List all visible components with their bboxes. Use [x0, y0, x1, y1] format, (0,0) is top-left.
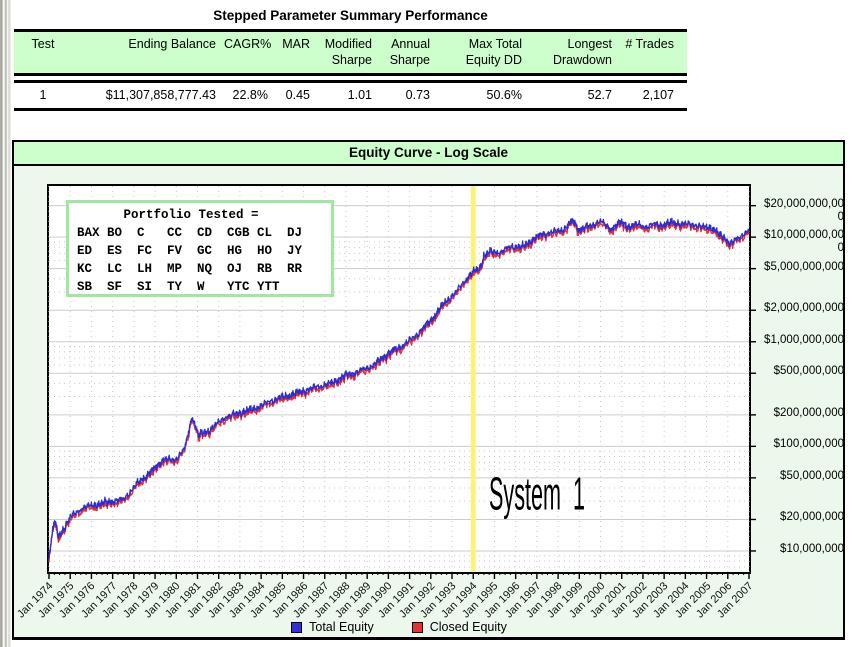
cell-test: 1: [39, 88, 47, 103]
table-border-bottom: [14, 107, 687, 111]
y-axis-tick-label: $20,000,000: [780, 511, 844, 524]
equity-curve-panel: Equity Curve - Log Scale Portfolio Teste…: [12, 140, 845, 640]
portfolio-row: SB SF SI TY W YTC YTT: [77, 280, 288, 294]
equity-curve-svg: [48, 186, 756, 579]
legend-label: Total Equity: [309, 620, 374, 634]
equity-curve-plot: Portfolio Tested = BAX BO C CC CD CGB CL…: [47, 184, 756, 579]
summary-header-row: Test Ending Balance CAGR% MAR Modified S…: [14, 32, 687, 74]
table-border-top: [14, 29, 687, 32]
legend-item-total-equity: Total Equity: [291, 620, 374, 634]
summary-data-row: 1 $11,307,858,777.43 22.8% 0.45 1.01 0.7…: [14, 83, 687, 108]
portfolio-row: KC LC LH MP NQ OJ RB RR: [77, 262, 318, 276]
legend-label: Closed Equity: [429, 620, 507, 634]
portfolio-row: ED ES FC FV GC HG HO JY: [77, 244, 318, 258]
col-header-cagr: CAGR%: [224, 37, 272, 51]
y-axis-tick-label: $5,000,000,000: [764, 260, 844, 273]
summary-section: Stepped Parameter Summary Performance Te…: [14, 8, 687, 111]
col-header-max-total-equity-dd: Max Total Equity DD: [465, 37, 522, 67]
table-divider-gap: [14, 76, 687, 81]
col-header-annual-sharpe: Annual Sharpe: [389, 37, 430, 67]
col-header-modified-sharpe: Modified Sharpe: [324, 37, 372, 67]
portfolio-box-title: Portfolio Tested =: [123, 208, 259, 222]
chart-legend: Total Equity Closed Equity: [47, 620, 751, 634]
y-axis-tick-label: $200,000,000: [773, 406, 844, 419]
col-header-ending-balance: Ending Balance: [128, 37, 216, 51]
portfolio-tested-box: Portfolio Tested = BAX BO C CC CD CGB CL…: [66, 200, 334, 297]
table-divider: [14, 80, 687, 84]
cell-max-total-equity-dd: 50.6%: [486, 88, 522, 103]
col-header-num-trades: # Trades: [625, 37, 674, 51]
cell-longest-drawdown: 52.7: [587, 88, 612, 103]
col-header-mar: MAR: [282, 37, 310, 51]
legend-item-closed-equity: Closed Equity: [411, 620, 507, 634]
cell-cagr: 22.8%: [232, 88, 268, 103]
total-equity-swatch-icon: [291, 621, 303, 633]
cell-annual-sharpe: 0.73: [405, 88, 430, 103]
closed-equity-swatch-icon: [411, 621, 423, 633]
y-axis-tick-label: $1,000,000,000: [764, 333, 844, 346]
portfolio-row: BAX BO C CC CD CGB CL DJ: [77, 226, 318, 240]
summary-title: Stepped Parameter Summary Performance: [213, 8, 488, 23]
cell-ending-balance: $11,307,858,777.43: [105, 88, 216, 103]
y-axis-tick-label: $20,000,000,000: [764, 197, 844, 223]
col-header-test: Test: [31, 37, 55, 51]
system-annotation: System 1: [489, 468, 586, 520]
y-axis-tick-label: $50,000,000: [780, 469, 844, 482]
table-divider: [14, 73, 687, 77]
y-axis-tick-label: $100,000,000: [773, 438, 844, 451]
chart-title: Equity Curve - Log Scale: [14, 142, 843, 166]
cell-modified-sharpe: 1.01: [347, 88, 372, 103]
col-header-longest-drawdown: Longest Drawdown: [552, 37, 612, 67]
cell-num-trades: 2,107: [642, 88, 674, 103]
y-axis-tick-label: $500,000,000: [773, 365, 844, 378]
cell-mar: 0.45: [285, 88, 310, 103]
y-axis-tick-label: $2,000,000,000: [764, 302, 844, 315]
y-axis-tick-label: $10,000,000,000: [764, 229, 844, 255]
window-edge-strip: [0, 0, 11, 647]
y-axis-tick-label: $10,000,000: [780, 542, 844, 555]
